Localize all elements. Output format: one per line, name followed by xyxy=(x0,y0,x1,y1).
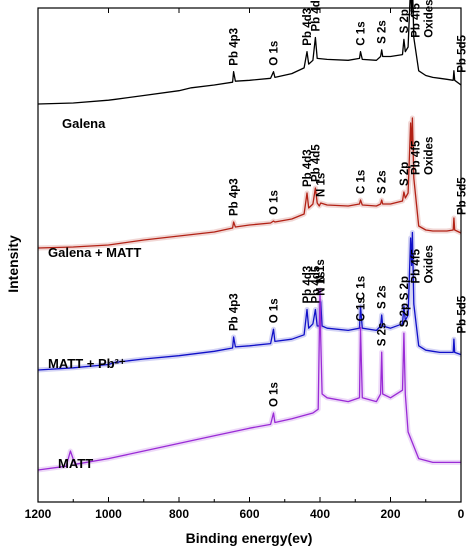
peak-label: Oxides xyxy=(424,0,436,38)
peak-label: N 1s xyxy=(315,259,327,283)
sample-label-3: MATT xyxy=(58,456,93,471)
x-tick-label: 1200 xyxy=(25,507,52,521)
peak-label: S 2p xyxy=(399,303,411,327)
sample-label-layer: Galena Galena + MATT MATT + Pb²⁺ MATT xyxy=(48,116,141,471)
peak-label: S 2p xyxy=(399,9,411,33)
sample-label-0: Galena xyxy=(62,116,106,131)
series-layer xyxy=(37,0,463,473)
peak-label: Pb 4d5 xyxy=(310,265,322,303)
y-axis-label: Intensity xyxy=(5,235,21,293)
peak-label: S 2p xyxy=(399,162,411,186)
series-line-2 xyxy=(37,231,462,371)
x-tick-label: 0 xyxy=(458,507,465,521)
peak-label: C 1s xyxy=(356,276,368,300)
x-tick-label: 800 xyxy=(169,507,189,521)
series-line-1 xyxy=(37,117,462,249)
peak-label: N 1s xyxy=(316,173,328,197)
x-tick-label: 600 xyxy=(239,507,259,521)
peak-label: Pb 5d5 xyxy=(457,295,469,333)
peak-label: Pb 4p3 xyxy=(229,28,241,66)
x-tick-label: 400 xyxy=(310,507,330,521)
sample-label-2: MATT + Pb²⁺ xyxy=(48,356,126,371)
peak-label: C 1s xyxy=(356,170,368,194)
peak-label: S 2s xyxy=(377,323,389,347)
peak-label: Pb 4f5 xyxy=(410,248,422,283)
axis-layer: 1200 1000 800 600 400 200 0 xyxy=(25,7,465,521)
peak-label: Pb 4d3 xyxy=(302,266,314,304)
peak-label: S 2s xyxy=(377,285,389,309)
peak-label: S 2s xyxy=(377,170,389,194)
peak-label: Pb 4f5 xyxy=(410,3,422,38)
peak-label: S 2p xyxy=(399,276,411,300)
sample-label-1: Galena + MATT xyxy=(48,245,141,260)
x-axis-label: Binding energy(ev) xyxy=(186,530,313,546)
peak-label: Pb 4p3 xyxy=(229,178,241,216)
peak-label: Pb 4d5 xyxy=(310,144,322,182)
x-tick-label: 200 xyxy=(380,507,400,521)
peak-label: Pb 4d3 xyxy=(302,149,314,187)
peak-label: Oxides xyxy=(424,245,436,283)
peak-label: Pb 4d5 xyxy=(310,0,322,32)
peak-label: S 2s xyxy=(377,20,389,44)
peak-label: Oxides xyxy=(424,137,436,175)
peak-label: N 1s xyxy=(316,272,328,296)
peak-label: Pb 5d5 xyxy=(457,177,469,215)
series-halo-1 xyxy=(37,115,463,251)
peak-label: O 1s xyxy=(269,382,281,407)
peak-label: Pb 4d3 xyxy=(302,8,314,46)
series-line-0 xyxy=(37,0,462,105)
series-halo-3 xyxy=(37,287,461,473)
peak-label: Pb 4p3 xyxy=(229,293,241,331)
peak-label: O 1s xyxy=(269,298,281,323)
peak-label: Pb 5d5 xyxy=(457,34,469,72)
x-tick-label: 1000 xyxy=(95,507,122,521)
series-line-3 xyxy=(37,288,461,471)
peak-label: O 1s xyxy=(269,41,281,66)
peak-label: Pb 4f5 xyxy=(410,140,422,175)
peak-label: O 1s xyxy=(269,190,281,215)
peak-label: C 1s xyxy=(356,21,368,45)
peak-label: C 1s xyxy=(356,297,368,321)
